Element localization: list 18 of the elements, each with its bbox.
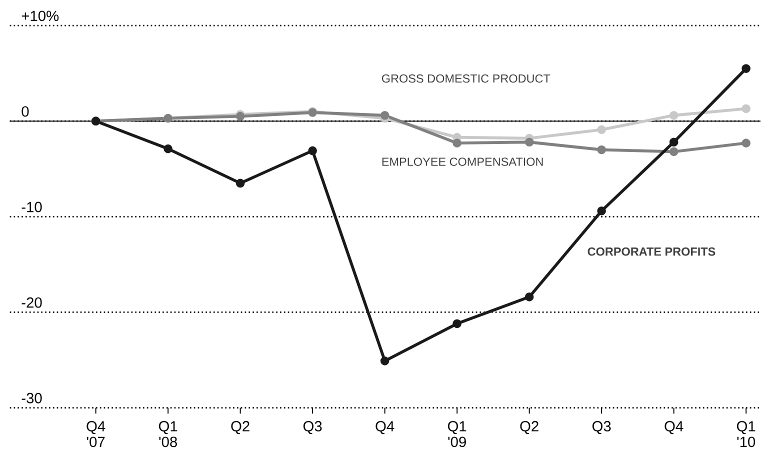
text: GROSS DOMESTIC PRODUCT	[382, 74, 550, 83]
series-label: CORPORATE PROFITS	[588, 248, 716, 256]
x-tick-label: Q1 '09	[448, 421, 466, 448]
y-tick-label: -10	[22, 202, 42, 212]
x-tick-label: Q1 '10	[736, 421, 756, 448]
series-label: EMPLOYEE COMPENSATION	[382, 158, 543, 166]
y-tick-label: -30	[22, 393, 42, 404]
x-tick-label: Q4	[376, 421, 394, 434]
y-tick-label: -20	[22, 298, 42, 308]
x-tick-label: Q2	[231, 421, 250, 434]
x-tick-label: Q3	[303, 421, 322, 434]
x-tick-label: Q2	[520, 421, 538, 434]
x-tick-label: Q3	[592, 421, 611, 434]
y-tick-label: +10%	[22, 10, 59, 22]
x-tick-label: Q4 '07	[86, 421, 106, 448]
x-tick-label: Q1 '08	[158, 421, 178, 448]
x-tick-label: Q4	[664, 421, 684, 434]
y-tick-label: 0	[22, 106, 29, 117]
